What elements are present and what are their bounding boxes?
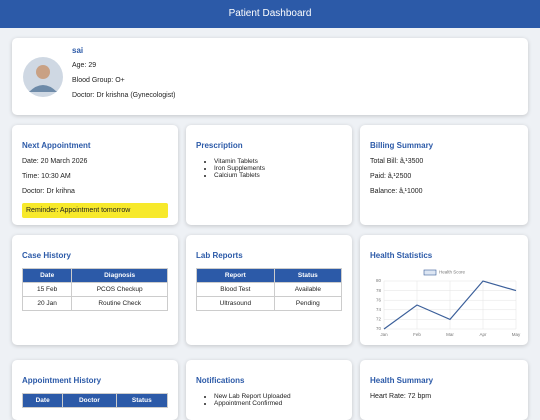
balance: Balance: â‚¹1000 [370,188,423,195]
blood-group: Blood Group: O+ [72,77,125,84]
item: Iron Supplements [214,165,342,172]
avatar [23,57,63,97]
lab-card: Lab Reports Report Status Blood Test Avail… [186,235,352,345]
stats-card: Health Statistics 70 72 74 76 78 80 Jan Feb Mar A… [360,235,528,345]
doctor: Doctor: Dr krihna [22,188,75,195]
x-tick-label: Feb [413,332,421,337]
appointment-card: Next Appointment Date: 20 March 2026 Tim… [12,125,178,225]
patient-name: sai [72,46,84,55]
td: Ultrasound [196,296,275,311]
legend-label: Health Score [439,270,466,275]
case-history-card: Case History Date Diagnosis 15 Feb PCOS Ch… [12,235,178,345]
y-tick-label: 72 [376,317,382,322]
y-tick-label: 70 [376,326,382,331]
card-title: Case History [22,251,71,260]
item: New Lab Report Uploaded [214,393,342,400]
list: Vitamin Tablets Iron Supplements Calcium… [196,158,342,179]
y-tick-label: 74 [376,307,382,312]
x-tick-label: May [512,332,521,337]
item: Vitamin Tablets [214,158,342,165]
age: Age: 29 [72,62,97,69]
appt-history-card: Appointment History Date Doctor Status [12,360,178,420]
td: Routine Check [71,296,168,311]
th: Status [273,268,343,283]
y-tick-label: 78 [376,288,382,293]
chart: 70 72 74 76 78 80 Jan Feb Mar Apr May Health Score [376,269,521,338]
billing-card: Billing Summary Total Bill: â‚¹3500 Paid… [360,125,528,225]
table: Date Diagnosis 15 Feb PCOS Checkup 20 Jan R… [21,268,168,311]
paid: Paid: â‚¹2500 [370,173,412,180]
item: Appointment Confirmed [214,400,342,407]
time: Time: 10:30 AM [22,173,71,180]
y-tick-label: 76 [376,297,382,302]
legend-swatch [423,269,437,276]
td: Blood Test [196,282,275,297]
reminder: Reminder: Appointment tomorrow [22,203,168,218]
th: Date [21,393,64,408]
card-title: Health Summary [370,376,434,385]
header-title: Patient Dashboard [0,0,540,28]
date: Date: 20 March 2026 [22,158,88,165]
td: 20 Jan [21,296,73,311]
y-tick-label: 80 [376,278,382,283]
x-tick-label: Apr [479,332,487,337]
card-title: Next Appointment [22,141,91,150]
profile-card: sai Age: 29 Blood Group: O+ Doctor: Dr k… [12,38,528,115]
td: PCOS Checkup [71,282,168,297]
td: 15 Feb [21,282,73,297]
list: New Lab Report Uploaded Appointment Conf… [196,393,342,407]
th: Status [115,393,169,408]
card-title: Notifications [196,376,245,385]
heart-rate: Heart Rate: 72 bpm [370,393,432,400]
doctor: Doctor: Dr krishna (Gynecologist) [72,92,176,99]
card-title: Billing Summary [370,141,434,150]
page: Patient Dashboard sai Age: 29 Blood Grou… [0,0,540,405]
th: Diagnosis [71,268,168,283]
line [383,280,517,330]
th: Report [196,268,275,283]
x-tick-label: Mar [446,332,454,337]
x-tick-label: Jan [380,332,388,337]
summary-card: Health Summary Heart Rate: 72 bpm [360,360,528,420]
card-title: Health Statistics [370,251,433,260]
th: Date [21,268,73,283]
th: Doctor [62,393,117,408]
card-title: Appointment History [22,376,102,385]
notifications-card: Notifications New Lab Report Uploaded Ap… [186,360,352,420]
td: Pending [273,296,343,311]
card-title: Lab Reports [196,251,243,260]
prescription-card: Prescription Vitamin Tablets Iron Supple… [186,125,352,225]
card-title: Prescription [196,141,243,150]
table: Date Doctor Status [21,393,169,408]
total: Total Bill: â‚¹3500 [370,158,424,165]
table: Report Status Blood Test Available Ultraso… [196,268,343,311]
td: Available [273,282,343,297]
item: Calcium Tablets [214,172,342,179]
